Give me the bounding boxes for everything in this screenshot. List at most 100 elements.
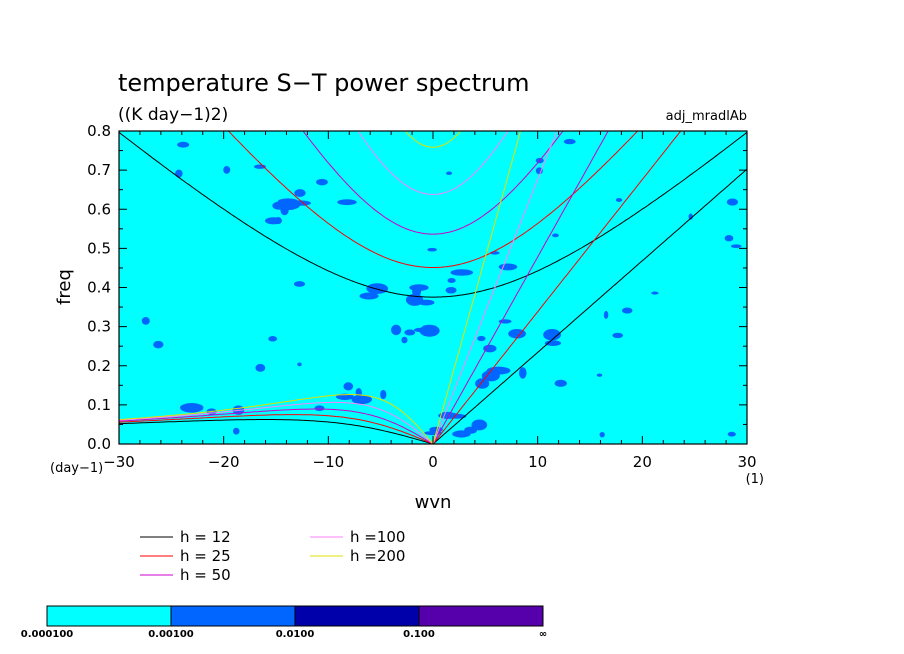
rossby-curve <box>119 401 434 444</box>
high-power-patch <box>477 335 486 342</box>
y-tick-label: 0.2 <box>87 357 111 375</box>
high-power-patch <box>404 329 416 336</box>
x-tick-label: 20 <box>633 453 652 471</box>
high-power-patch <box>651 291 659 295</box>
low-power-regions <box>119 131 747 444</box>
axis-ticks <box>118 130 748 445</box>
high-power-patch <box>153 340 164 349</box>
high-power-patch <box>688 213 693 220</box>
legend-label: h =100 <box>350 528 405 546</box>
rossby-curve <box>119 408 434 444</box>
high-power-patch <box>726 198 739 206</box>
kelvin-curve <box>432 168 747 444</box>
y-tick-label: 0.1 <box>87 396 111 414</box>
high-power-patch <box>417 299 435 306</box>
x-axis-label: wvn <box>415 492 452 513</box>
kelvin-curve <box>432 131 609 444</box>
x-tick-label: −20 <box>208 453 240 471</box>
high-power-patch <box>724 235 734 242</box>
gravity-curve <box>227 131 639 268</box>
y-tick-label: 0.3 <box>87 318 111 336</box>
high-power-patch <box>519 367 527 379</box>
high-power-patch <box>351 394 372 405</box>
high-power-patch <box>445 286 457 294</box>
high-power-patch <box>359 292 379 300</box>
y-tick-label: 0.5 <box>87 239 111 257</box>
high-power-patch <box>563 138 576 145</box>
high-power-patch <box>596 373 603 377</box>
colorbar-label: 0.000100 <box>21 629 74 640</box>
high-power-patch <box>544 340 562 346</box>
high-power-patch <box>419 324 440 337</box>
y-tick-label: 0.4 <box>87 279 111 297</box>
high-power-patch <box>615 198 623 203</box>
kelvin-curve <box>432 131 682 444</box>
high-power-patch <box>622 307 633 314</box>
gravity-curve <box>404 131 462 148</box>
plot-area <box>119 131 747 444</box>
colorbar-label: 0.0100 <box>276 629 315 640</box>
high-power-patch <box>552 233 559 238</box>
y-unit-label: (day−1) <box>50 461 103 476</box>
high-power-patches <box>141 138 742 438</box>
high-power-patch <box>599 431 605 438</box>
colorbar-swatch <box>46 605 172 627</box>
high-power-patch <box>175 169 183 178</box>
chart-subtitle: ((K day−1)2) <box>118 105 228 125</box>
chart-title: temperature S−T power spectrum <box>118 69 530 97</box>
high-power-patch <box>483 344 497 353</box>
y-tick-label: 0.7 <box>87 161 111 179</box>
colorbar: 0.000100 0.00100 0.0100 0.100 ∞ <box>21 605 547 640</box>
high-power-patch <box>277 198 299 205</box>
y-axis-label: freq <box>54 269 75 305</box>
high-power-patch <box>603 310 609 319</box>
x-unit-label: (1) <box>746 472 764 487</box>
kelvin-curve <box>432 131 558 444</box>
high-power-patch <box>343 382 354 391</box>
high-power-patch <box>297 362 302 367</box>
legend-label: h = 25 <box>180 547 231 565</box>
high-power-patch <box>409 284 429 291</box>
tick-labels: −30 −20 −10 0 10 20 30 0.0 0.1 0.2 0.3 0.4 0.5 0.6 0.7… <box>87 122 756 471</box>
high-power-patch <box>543 329 561 341</box>
high-power-patch <box>612 332 624 339</box>
high-power-patch <box>508 329 526 339</box>
gravity-curve <box>119 131 747 298</box>
rossby-curve <box>119 394 434 444</box>
legend-label: h = 50 <box>180 566 231 584</box>
rossby-curve <box>119 419 434 444</box>
colorbar-swatch <box>294 605 420 627</box>
high-power-patch <box>401 336 408 344</box>
high-power-patch <box>447 278 456 284</box>
high-power-patch <box>177 141 190 148</box>
high-power-patch <box>427 247 437 252</box>
colorbar-label: 0.00100 <box>148 629 194 640</box>
high-power-patch <box>471 419 488 431</box>
legend-label: h =200 <box>350 547 405 565</box>
high-power-patch <box>535 167 543 175</box>
y-tick-label: 0.8 <box>87 122 111 140</box>
high-power-patch <box>727 431 736 437</box>
high-power-patch <box>255 363 266 372</box>
high-power-patch <box>280 204 289 216</box>
kelvin-curve <box>432 131 522 444</box>
high-power-patch <box>314 405 325 412</box>
gravity-curve <box>357 131 509 195</box>
high-power-patch <box>141 317 150 325</box>
x-tick-label: −30 <box>103 453 135 471</box>
high-power-patch <box>554 379 567 387</box>
high-power-patch <box>380 389 387 400</box>
colorbar-swatch <box>418 605 544 627</box>
colorbar-label: ∞ <box>539 629 547 640</box>
high-power-patch <box>180 402 204 413</box>
high-power-patch <box>498 263 518 271</box>
y-tick-label: 0.0 <box>87 435 111 453</box>
high-power-patch <box>274 217 282 225</box>
y-tick-label: 0.6 <box>87 200 111 218</box>
chart-annotation: adj_mradlAb <box>666 109 747 124</box>
high-power-patch <box>268 336 278 342</box>
high-power-patch <box>337 199 357 206</box>
legend-label: h = 12 <box>180 528 231 546</box>
high-power-patch <box>316 178 328 186</box>
